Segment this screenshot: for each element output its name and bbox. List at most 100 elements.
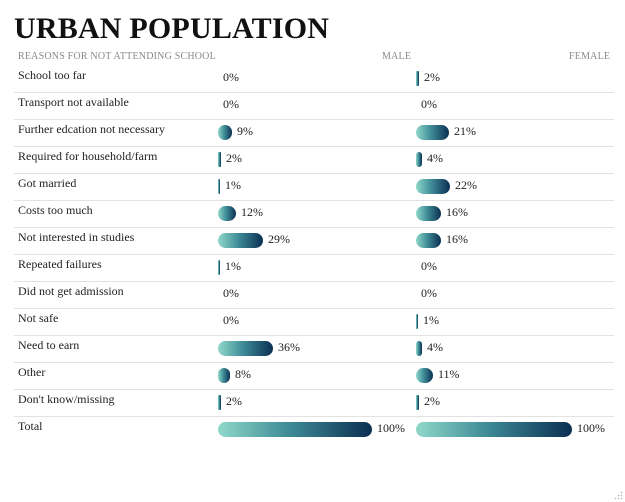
male-cell: 9%	[218, 120, 408, 146]
male-value-label: 1%	[225, 178, 241, 192]
female-value-label: 11%	[438, 367, 460, 381]
male-value-label: 12%	[241, 205, 263, 219]
male-bar	[218, 179, 220, 194]
male-cell: 0%	[218, 93, 408, 119]
female-cell: 2%	[416, 390, 614, 416]
male-value-label: 0%	[223, 70, 239, 84]
female-bar	[416, 341, 422, 356]
chart-table: School too far 0% 2% Transport not availabl…	[14, 66, 614, 443]
male-cell: 100%	[218, 417, 408, 443]
female-value-label: 100%	[577, 421, 605, 435]
female-value-label: 22%	[455, 178, 477, 192]
male-bar	[218, 422, 372, 437]
male-value-label: 2%	[226, 151, 242, 165]
female-cell: 16%	[416, 201, 614, 227]
column-header-reason: REASONS FOR NOT ATTENDING SCHOOL	[18, 51, 216, 62]
row-label: Don't know/missing	[18, 392, 115, 406]
female-cell: 22%	[416, 174, 614, 200]
female-bar	[416, 395, 419, 410]
row-label: Costs too much	[18, 203, 93, 217]
table-row: Further edcation not necessary 9% 21%	[14, 120, 614, 147]
table-row: Don't know/missing 2% 2%	[14, 390, 614, 417]
male-cell: 8%	[218, 363, 408, 389]
table-row: Did not get admission 0% 0%	[14, 282, 614, 309]
male-value-label: 29%	[268, 232, 290, 246]
male-value-label: 9%	[237, 124, 253, 138]
male-bar	[218, 395, 221, 410]
male-value-label: 36%	[278, 340, 300, 354]
female-cell: 4%	[416, 147, 614, 173]
row-label: Total	[18, 419, 43, 433]
male-value-label: 0%	[223, 286, 239, 300]
table-row: Total 100% 100%	[14, 417, 614, 443]
male-cell: 1%	[218, 174, 408, 200]
female-cell: 0%	[416, 93, 614, 119]
female-bar	[416, 179, 450, 194]
male-bar	[218, 206, 236, 221]
table-row: Need to earn 36% 4%	[14, 336, 614, 363]
resize-handle-icon[interactable]	[614, 491, 623, 500]
female-bar	[416, 206, 441, 221]
male-cell: 2%	[218, 390, 408, 416]
female-cell: 16%	[416, 228, 614, 254]
male-cell: 29%	[218, 228, 408, 254]
male-bar	[218, 233, 263, 248]
male-value-label: 8%	[235, 367, 251, 381]
female-value-label: 4%	[427, 340, 443, 354]
row-label: Not interested in studies	[18, 230, 135, 244]
female-value-label: 2%	[424, 70, 440, 84]
row-label: Did not get admission	[18, 284, 124, 298]
table-row: Transport not available 0% 0%	[14, 93, 614, 120]
female-cell: 2%	[416, 66, 614, 92]
female-cell: 0%	[416, 282, 614, 308]
male-cell: 12%	[218, 201, 408, 227]
female-cell: 0%	[416, 255, 614, 281]
male-bar	[218, 125, 232, 140]
male-cell: 2%	[218, 147, 408, 173]
row-label: Further edcation not necessary	[18, 122, 165, 136]
female-cell: 4%	[416, 336, 614, 362]
table-row: Not safe 0% 1%	[14, 309, 614, 336]
table-row: Required for household/farm 2% 4%	[14, 147, 614, 174]
male-value-label: 0%	[223, 97, 239, 111]
table-row: Not interested in studies 29% 16%	[14, 228, 614, 255]
page-title: URBAN POPULATION	[14, 12, 330, 45]
female-bar	[416, 314, 418, 329]
table-row: Repeated failures 1% 0%	[14, 255, 614, 282]
column-header-male: MALE	[382, 51, 412, 62]
female-value-label: 16%	[446, 205, 468, 219]
male-cell: 1%	[218, 255, 408, 281]
female-bar	[416, 233, 441, 248]
female-value-label: 21%	[454, 124, 476, 138]
row-label: School too far	[18, 68, 86, 82]
female-cell: 100%	[416, 417, 614, 443]
female-value-label: 1%	[423, 313, 439, 327]
row-label: Not safe	[18, 311, 59, 325]
female-value-label: 4%	[427, 151, 443, 165]
row-label: Need to earn	[18, 338, 80, 352]
female-bar	[416, 71, 419, 86]
male-bar	[218, 341, 273, 356]
female-cell: 1%	[416, 309, 614, 335]
female-bar	[416, 152, 422, 167]
male-value-label: 1%	[225, 259, 241, 273]
female-bar	[416, 368, 433, 383]
female-bar	[416, 125, 449, 140]
male-value-label: 2%	[226, 394, 242, 408]
male-bar	[218, 152, 221, 167]
row-label: Transport not available	[18, 95, 129, 109]
female-bar	[416, 422, 572, 437]
male-cell: 0%	[218, 309, 408, 335]
female-value-label: 0%	[421, 259, 437, 273]
row-label: Required for household/farm	[18, 149, 158, 163]
female-value-label: 16%	[446, 232, 468, 246]
female-value-label: 0%	[421, 97, 437, 111]
table-row: School too far 0% 2%	[14, 66, 614, 93]
male-value-label: 0%	[223, 313, 239, 327]
male-bar	[218, 368, 230, 383]
male-cell: 36%	[218, 336, 408, 362]
male-cell: 0%	[218, 282, 408, 308]
column-header-female: FEMALE	[569, 51, 611, 62]
female-value-label: 2%	[424, 394, 440, 408]
male-bar	[218, 260, 220, 275]
